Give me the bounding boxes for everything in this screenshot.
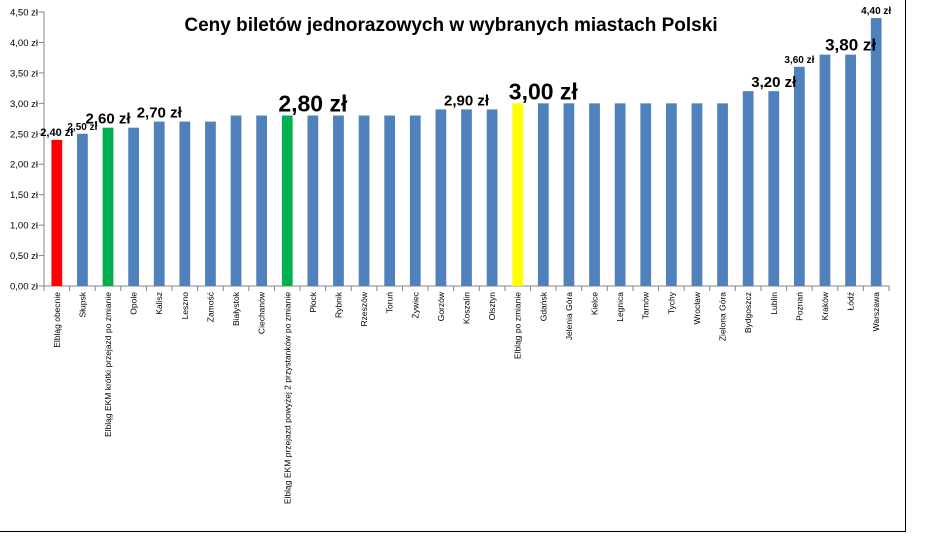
x-tick-label: Warszawa — [871, 292, 881, 332]
data-label: 3,80 zł — [825, 36, 876, 55]
x-tick-label: Elbląg EKM krótki przejazd po zmianie — [103, 292, 113, 437]
y-tick-label: 3,00 zł — [10, 99, 39, 110]
y-tick-label: 4,50 zł — [10, 8, 39, 19]
x-tick-label: Łódź — [846, 292, 856, 310]
bar — [102, 127, 114, 286]
bar — [358, 115, 370, 286]
y-axis: 0,00 zł 0,50 zł 1,00 zł 1,50 zł 2,00 zł 2,50 … — [10, 8, 45, 293]
bar — [486, 109, 498, 286]
bar — [153, 121, 165, 286]
x-tick-label: Tarnów — [641, 291, 651, 319]
bars — [51, 18, 882, 287]
bar — [128, 127, 139, 286]
x-axis: Elbląg obecnie Słupsk Elbląg EKM krótki pr… — [43, 285, 890, 504]
x-tick-label: Bydgoszcz — [743, 292, 753, 333]
bar — [794, 66, 805, 286]
x-tick-label: Żywiec — [410, 291, 420, 318]
y-tick-label: 1,50 zł — [10, 190, 39, 201]
x-tick-label: Ciechanów — [257, 291, 267, 334]
x-tick-label: Zielona Góra — [718, 292, 728, 341]
bar — [409, 115, 421, 286]
x-tick-label: Kalisz — [154, 292, 164, 315]
bar — [768, 91, 780, 287]
x-tick-label: Gorzów — [436, 291, 446, 321]
x-tick-label: Białystok — [231, 291, 241, 326]
data-label: 3,60 zł — [784, 55, 814, 66]
x-tick-label: Tychy — [666, 291, 676, 314]
bar — [614, 103, 626, 286]
x-tick-label: Poznań — [794, 292, 804, 321]
bar — [589, 103, 600, 286]
x-tick-label: Gdańsk — [538, 291, 548, 321]
data-label: 3,00 zł — [509, 78, 579, 104]
bar — [691, 103, 703, 286]
bar — [665, 103, 677, 286]
x-tick-label: Elbląg po zmianie — [513, 292, 523, 359]
x-tick-label: Jelenia Góra — [564, 292, 574, 340]
data-label: 2,70 zł — [137, 105, 183, 122]
chart-frame: Ceny biletów jednorazowych w wybranych m… — [0, 0, 906, 532]
bar — [435, 109, 447, 286]
data-labels: 2,40 zł2,50 zł2,60 zł 2,70 zł 2,80 zł 2,90 … — [40, 6, 891, 139]
x-tick-label: Płock — [308, 291, 318, 313]
bar — [51, 139, 63, 286]
bar — [461, 109, 472, 286]
data-label: 2,80 zł — [278, 91, 348, 117]
data-label: 2,60 zł — [85, 111, 131, 128]
data-label: 2,40 zł — [40, 127, 73, 139]
y-tick-label: 0,50 zł — [10, 251, 39, 262]
bar-chart: Ceny biletów jednorazowych w wybranych m… — [10, 6, 891, 504]
bar — [384, 115, 396, 286]
x-tick-label: Rybnik — [333, 291, 343, 318]
x-tick-label: Toruń — [385, 292, 395, 314]
bar — [742, 91, 754, 287]
bar — [640, 103, 652, 286]
x-tick-label: Lublin — [769, 292, 779, 315]
x-tick-label: Olsztyn — [487, 292, 497, 321]
x-tick-label: Wrocław — [692, 291, 702, 324]
data-label: 2,90 zł — [444, 92, 490, 109]
x-tick-label: Rzeszów — [359, 291, 369, 326]
y-tick-label: 1,00 zł — [10, 221, 39, 232]
y-tick-label: 3,50 zł — [10, 68, 39, 79]
bar — [230, 115, 242, 286]
x-tick-label: Elbląg EKM przejazd powyżej 2 przystankó… — [282, 292, 292, 504]
bar — [307, 115, 319, 286]
x-tick-label: Zamość — [205, 291, 215, 322]
bar — [537, 103, 549, 286]
bar — [870, 18, 882, 286]
x-tick-label: Słupsk — [77, 291, 87, 317]
x-tick-label: Koszalin — [462, 292, 472, 324]
data-label: 3,20 zł — [751, 74, 797, 91]
bar — [281, 115, 293, 286]
bar — [205, 121, 216, 286]
chart-title: Ceny biletów jednorazowych w wybranych m… — [184, 15, 717, 36]
bar — [819, 54, 831, 286]
x-tick-label: Kielce — [590, 292, 600, 315]
bar — [77, 133, 88, 286]
data-label: 4,40 zł — [861, 6, 891, 17]
x-tick-label: Opole — [129, 292, 139, 315]
x-tick-label: Leszno — [180, 292, 190, 320]
x-tick-label: Legnica — [615, 292, 625, 322]
data-label: 2,50 zł — [67, 122, 97, 133]
bar — [256, 115, 268, 286]
bar — [333, 115, 344, 286]
bar — [717, 103, 728, 286]
y-tick-label: 0,00 zł — [10, 282, 39, 293]
y-tick-label: 2,50 zł — [10, 129, 39, 140]
x-tick-label: Kraków — [820, 291, 830, 320]
bar — [563, 103, 575, 286]
bar — [512, 103, 524, 286]
y-tick-label: 2,00 zł — [10, 160, 39, 171]
x-tick-label: Elbląg obecnie — [52, 292, 62, 348]
y-tick-label: 4,00 zł — [10, 38, 39, 49]
bar — [179, 121, 191, 286]
bar — [845, 54, 856, 286]
